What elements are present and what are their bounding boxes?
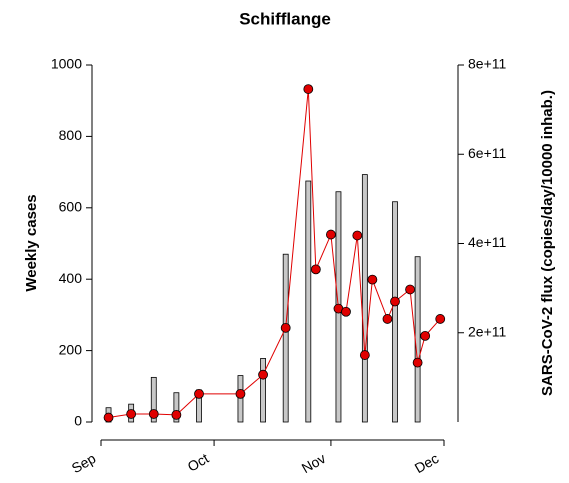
flux-point bbox=[103, 412, 114, 423]
y-tick-label: 1000 bbox=[51, 56, 82, 72]
bar bbox=[282, 253, 289, 423]
flux-point bbox=[310, 264, 321, 275]
x-tick-label: Dec bbox=[412, 450, 442, 476]
flux-point bbox=[352, 230, 363, 241]
flux-point bbox=[171, 409, 182, 420]
flux-point bbox=[280, 322, 291, 333]
flux-point bbox=[303, 84, 314, 94]
chart-title: Schifflange bbox=[239, 9, 331, 28]
x-tick-label: Sep bbox=[69, 450, 99, 476]
bar bbox=[237, 375, 244, 423]
bar bbox=[414, 256, 421, 423]
flux-point bbox=[148, 409, 159, 419]
y-tick-label: 0 bbox=[74, 413, 82, 429]
y-axis-title: Weekly cases bbox=[23, 194, 40, 291]
flux-point bbox=[390, 296, 400, 307]
bar bbox=[305, 180, 312, 423]
y-tick-label: 600 bbox=[59, 199, 83, 215]
x-tick-label: Oct bbox=[185, 450, 212, 475]
flux-point bbox=[258, 369, 268, 380]
flux-point bbox=[367, 274, 378, 285]
flux-point bbox=[420, 330, 431, 341]
y2-axis-title: SARS-CoV-2 flux (copies/day/10000 inhab.… bbox=[539, 90, 556, 396]
y2-tick-label: 8e+11 bbox=[468, 56, 506, 72]
flux-point bbox=[194, 388, 204, 399]
flux-point bbox=[382, 314, 393, 324]
x-tick-label: Nov bbox=[299, 450, 329, 476]
flux-point bbox=[235, 388, 246, 399]
bar bbox=[150, 376, 157, 423]
bar bbox=[173, 392, 180, 423]
y-tick-label: 200 bbox=[59, 341, 83, 357]
flux-point bbox=[326, 229, 336, 240]
y-tick-label: 800 bbox=[59, 127, 83, 143]
flux-point bbox=[126, 409, 137, 419]
bar bbox=[260, 358, 266, 423]
flux-point bbox=[341, 306, 351, 317]
bar bbox=[361, 174, 368, 423]
flux-point bbox=[359, 350, 370, 360]
flux-point bbox=[435, 314, 446, 324]
flux-point bbox=[412, 357, 423, 368]
y2-tick-label: 4e+11 bbox=[468, 234, 506, 250]
flux-line bbox=[108, 89, 441, 419]
y-tick-label: 400 bbox=[59, 270, 83, 286]
flux-point bbox=[405, 284, 415, 295]
y2-tick-label: 2e+11 bbox=[468, 323, 506, 339]
bar bbox=[392, 201, 398, 423]
y2-tick-label: 6e+11 bbox=[468, 145, 506, 161]
